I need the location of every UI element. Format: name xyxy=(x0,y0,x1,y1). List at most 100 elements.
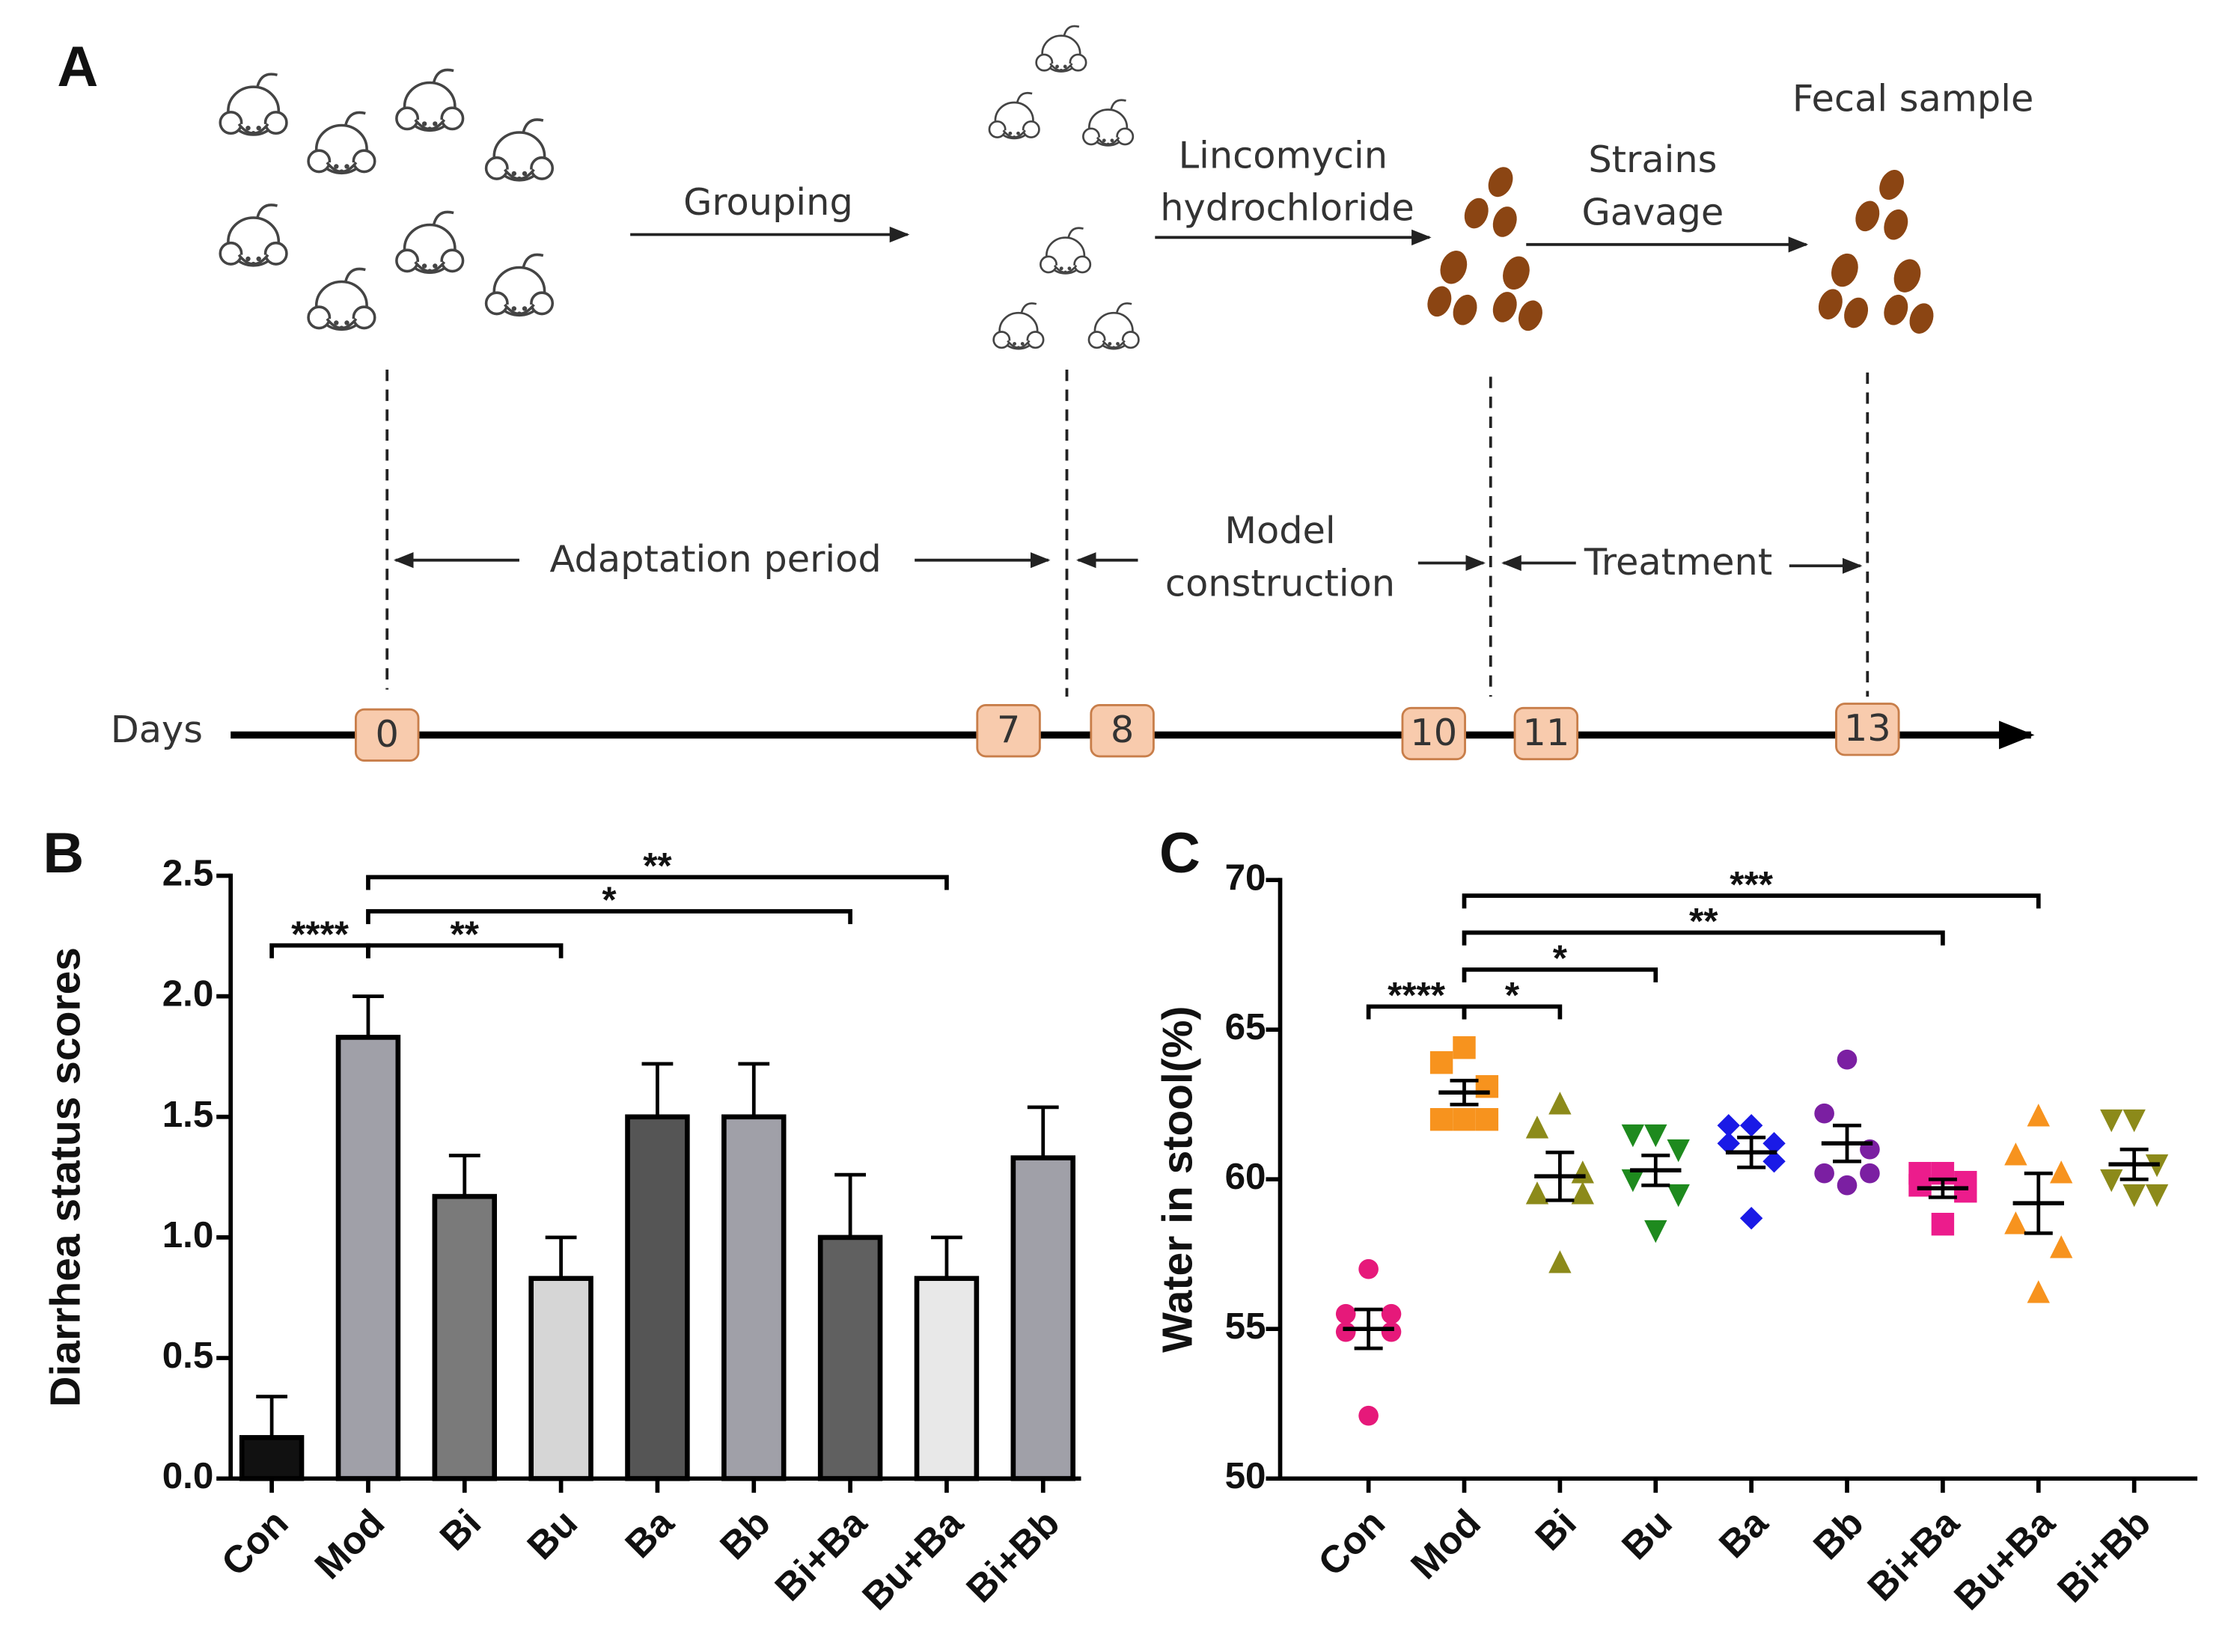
bar xyxy=(335,1035,401,1481)
step-label: Fecal sample xyxy=(1792,76,2034,120)
data-point xyxy=(1548,1250,1572,1273)
arrows xyxy=(393,226,1863,574)
y-axis-label: Diarrhea status scores xyxy=(42,947,90,1407)
bar xyxy=(625,1114,690,1481)
data-point xyxy=(1475,1107,1499,1131)
data-point xyxy=(1525,1116,1549,1139)
significance-bracket xyxy=(1462,930,1945,946)
data-point xyxy=(2122,1184,2146,1208)
x-tick-label: Bi+Bb xyxy=(958,1501,1067,1610)
x-tick-label: Ba xyxy=(1711,1501,1776,1566)
significance-label: * xyxy=(1553,938,1568,979)
x-tick-label: Bu+Ba xyxy=(1946,1501,2063,1618)
y-tick-label: 60 xyxy=(1225,1156,1266,1197)
bar xyxy=(914,1276,980,1481)
bar xyxy=(721,1114,787,1481)
significance-label: ** xyxy=(451,914,480,955)
data-point xyxy=(1335,1303,1356,1324)
bar xyxy=(239,1435,305,1481)
day-label: 13 xyxy=(1844,706,1891,750)
x-tick-label: Con xyxy=(1310,1501,1393,1584)
data-point xyxy=(2004,1142,2027,1166)
data-point xyxy=(1381,1303,1402,1324)
data-point xyxy=(1954,1179,1977,1203)
data-point xyxy=(2145,1184,2169,1208)
day-label: 10 xyxy=(1410,711,1457,754)
y-tick-label: 1.0 xyxy=(162,1214,214,1255)
day-box xyxy=(1513,706,1579,761)
y-tick-label: 0.0 xyxy=(162,1455,214,1496)
y-tick-label: 2.0 xyxy=(162,973,214,1015)
x-tick-label: Ba xyxy=(617,1501,682,1566)
data-point xyxy=(1525,1181,1549,1205)
mice-group xyxy=(219,68,555,332)
data-point xyxy=(1381,1321,1402,1342)
period-label: Adaptation period xyxy=(550,537,882,581)
y-tick-label: 50 xyxy=(1225,1455,1266,1496)
data-point xyxy=(2122,1109,2146,1133)
data-point xyxy=(1644,1124,1667,1148)
data-point xyxy=(1814,1163,1834,1184)
y-tick-label: 55 xyxy=(1225,1306,1266,1347)
x-tick-label: Bi+Bb xyxy=(2049,1501,2158,1610)
significance-label: **** xyxy=(1388,975,1446,1016)
step-label: hydrochloride xyxy=(1160,186,1414,230)
data-point xyxy=(1739,1113,1763,1137)
significance-bracket xyxy=(1462,967,1658,983)
day-box xyxy=(1835,703,1900,756)
data-point xyxy=(2100,1109,2123,1133)
data-point xyxy=(1644,1220,1667,1243)
data-point xyxy=(1571,1181,1594,1205)
panel-label: C xyxy=(1159,822,1200,885)
period-label: construction xyxy=(1165,561,1395,605)
data-point xyxy=(1335,1321,1356,1342)
step-label: Lincomycin xyxy=(1179,133,1388,177)
day-box xyxy=(1401,706,1466,761)
data-point xyxy=(1453,1035,1476,1059)
significance-label: ** xyxy=(643,845,672,887)
day-label: 11 xyxy=(1522,711,1569,754)
period-label: Model xyxy=(1224,509,1335,552)
day-box xyxy=(976,704,1041,758)
significance-label: **** xyxy=(291,914,350,955)
data-point xyxy=(1762,1149,1786,1173)
data-point xyxy=(1621,1169,1645,1193)
data-point xyxy=(2049,1235,2073,1258)
panel-label: B xyxy=(43,822,84,885)
data-point xyxy=(1667,1184,1690,1208)
x-tick-label: Bu+Ba xyxy=(854,1501,971,1618)
data-point xyxy=(1358,1405,1379,1426)
day-label: 0 xyxy=(375,712,398,756)
data-point xyxy=(2049,1160,2073,1184)
data-point xyxy=(1837,1175,1858,1196)
day-label: 8 xyxy=(1111,708,1134,751)
data-point xyxy=(1762,1131,1786,1155)
mice-subgroups xyxy=(988,25,1140,351)
y-tick-label: 0.5 xyxy=(162,1335,214,1376)
data-point xyxy=(1908,1173,1932,1197)
significance-label: *** xyxy=(1730,864,1773,905)
significance-label: * xyxy=(1505,975,1520,1016)
x-tick-label: Bi xyxy=(432,1501,489,1558)
x-tick-label: Bb xyxy=(712,1501,778,1567)
bar xyxy=(1010,1155,1075,1481)
data-point xyxy=(1931,1212,1955,1236)
step-label: Gavage xyxy=(1581,190,1724,233)
data-point xyxy=(1814,1103,1834,1124)
y-axis-label: Water in stool(%) xyxy=(1154,1006,1202,1352)
data-point xyxy=(1429,1107,1453,1131)
data-point xyxy=(1621,1124,1645,1148)
significance-bracket xyxy=(366,875,949,890)
day-box xyxy=(1090,704,1155,758)
period-label: Treatment xyxy=(1584,540,1772,584)
data-point xyxy=(1571,1160,1594,1184)
day-label: 7 xyxy=(997,708,1020,751)
bar xyxy=(432,1193,498,1481)
step-label: Strains xyxy=(1588,138,1717,181)
data-point xyxy=(1548,1092,1572,1115)
x-tick-label: Mod xyxy=(307,1501,393,1587)
x-tick-label: Bb xyxy=(1805,1501,1872,1567)
data-point xyxy=(2100,1169,2123,1193)
bar xyxy=(528,1276,593,1481)
